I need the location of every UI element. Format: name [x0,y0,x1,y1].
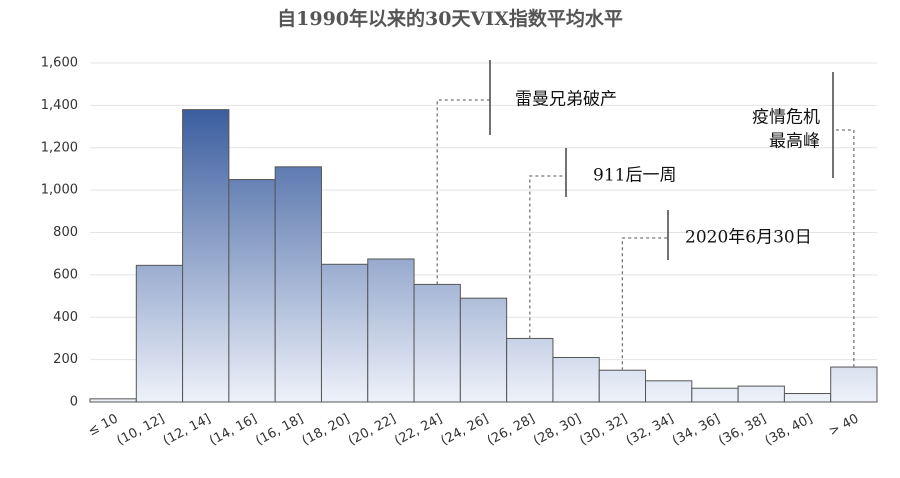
x-tick-label: (12, 14] [161,411,214,448]
bar [783,393,832,403]
y-tick-label: 800 [53,225,78,240]
bar [89,398,137,403]
y-tick-label: 600 [53,267,78,282]
x-tick-label: (22, 24] [392,411,445,448]
bar [506,337,554,403]
annotation-text: 疫情危机 [752,108,820,128]
bar [367,258,415,403]
y-tick-label: 1,000 [41,183,78,198]
annotation-text: 911后一周 [593,166,676,186]
bar [737,385,785,403]
bar [691,387,739,403]
x-tick-label: (20, 22] [346,411,399,448]
bar [228,179,276,403]
y-tick-label: 200 [53,352,78,367]
x-tick-label: (10, 12] [114,411,167,448]
x-tick-label: (30, 32] [577,411,630,448]
annotation-text: 最高峰 [769,132,820,152]
x-tick-label: (38, 40] [763,411,816,448]
x-tick-label: (32, 34] [624,411,677,448]
annotation-connector [833,129,855,368]
annotation-text: 2020年6月30日 [685,228,812,248]
x-tick-label: (24, 26] [439,411,492,448]
annotation-connector [621,237,668,371]
bar [413,283,461,403]
x-tick-label: (18, 20] [300,411,353,448]
y-tick-label: 1,400 [41,98,78,113]
x-tick-label: (16, 18] [253,411,306,448]
bar [552,357,600,403]
bar [135,264,184,403]
bar [182,109,230,403]
x-tick-label: (36, 38] [716,411,769,448]
x-tick-label: (14, 16] [207,411,260,448]
annotation-connector [529,175,566,339]
annotation-connector [436,99,490,285]
y-tick-label: 1,200 [41,140,78,155]
bar [320,263,369,403]
bar [598,369,647,403]
bar [459,297,508,403]
bar [645,380,693,403]
x-tick-label: > 40 [826,411,861,439]
bar [830,366,878,403]
y-tick-label: 0 [70,395,78,410]
chart-title: 自1990年以来的30天VIX指数平均水平 [277,7,623,30]
x-tick-label: (34, 36] [670,411,723,448]
y-tick-label: 1,600 [41,56,78,71]
bar [274,166,322,403]
x-tick-label: (26, 28] [485,411,538,448]
annotation-text: 雷曼兄弟破产 [515,90,617,110]
y-tick-label: 400 [53,310,78,325]
x-tick-label: (28, 30] [531,411,584,448]
